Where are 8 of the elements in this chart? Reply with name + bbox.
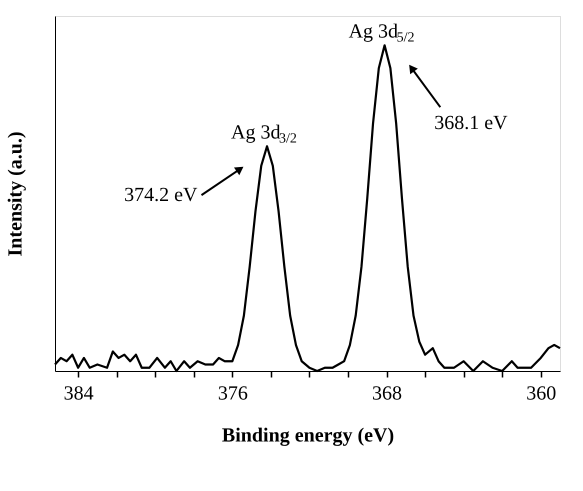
x-tick-label: 368 [372, 382, 402, 404]
annotation: 368.1 eV [434, 112, 508, 134]
y-axis-title: Intensity (a.u.) [4, 131, 26, 257]
x-tick-label: 384 [64, 382, 94, 404]
annotation: 374.2 eV [124, 184, 198, 206]
x-axis-title: Binding energy (eV) [222, 424, 394, 446]
x-tick-label: 376 [218, 382, 248, 404]
x-tick-label: 360 [526, 382, 556, 404]
